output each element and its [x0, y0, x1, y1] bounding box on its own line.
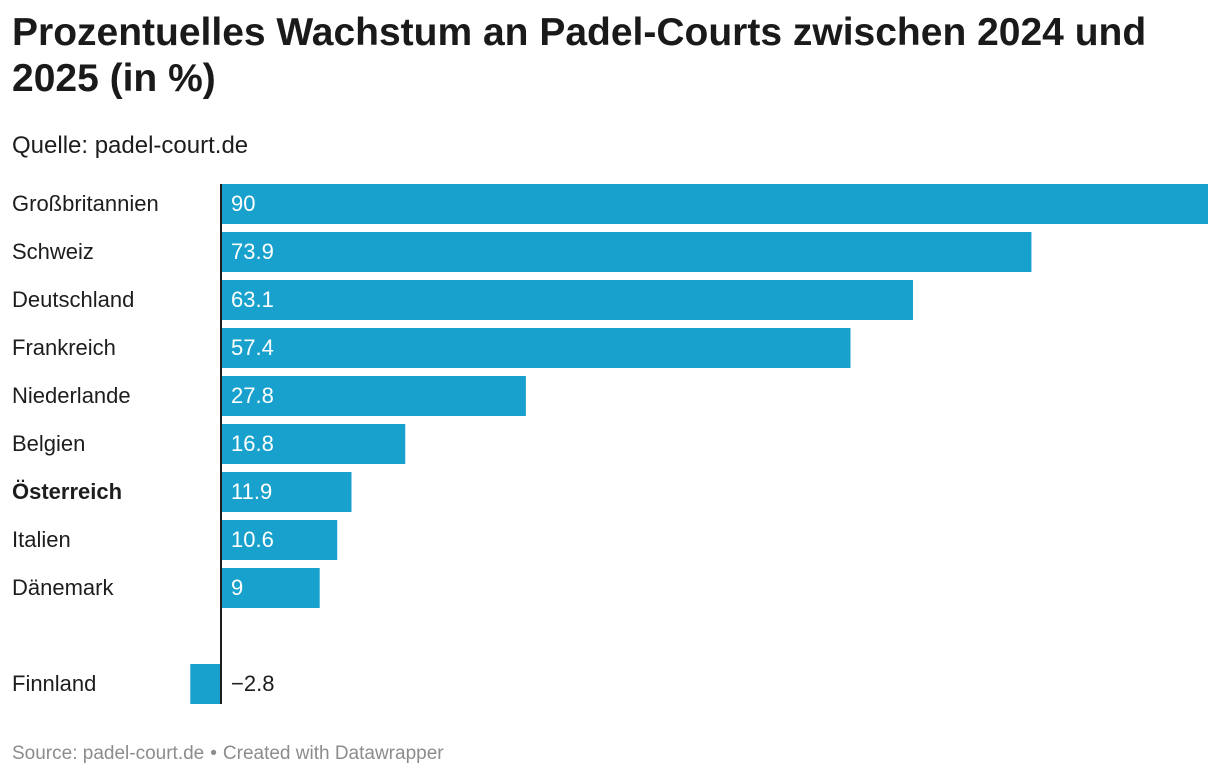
bar	[221, 520, 338, 560]
value-label: −2.8	[231, 671, 274, 696]
bar	[221, 472, 352, 512]
value-label: 90	[231, 191, 255, 216]
category-label: Schweiz	[12, 239, 94, 264]
category-label: Italien	[12, 527, 71, 552]
value-label: 73.9	[231, 239, 274, 264]
category-label: Frankreich	[12, 335, 116, 360]
category-label: Österreich	[12, 479, 122, 504]
footer-source[interactable]: Source: padel-court.de	[12, 743, 205, 764]
bar	[221, 184, 1208, 224]
value-label: 63.1	[231, 287, 274, 312]
value-label: 9	[231, 575, 243, 600]
value-label: 11.9	[231, 479, 272, 504]
chart-title: Prozentuelles Wachstum an Padel-Courts z…	[12, 11, 1147, 100]
category-label: Großbritannien	[12, 191, 159, 216]
chart-subtitle: Quelle: padel-court.de	[12, 132, 249, 159]
bar	[221, 328, 851, 368]
bar	[221, 568, 320, 608]
value-label: 10.6	[231, 527, 274, 552]
category-label: Niederlande	[12, 383, 131, 408]
bar-chart: Großbritannien 90 Schweiz 73.9 Deutschland 63…	[12, 184, 1208, 704]
bar	[221, 376, 526, 416]
value-label: 57.4	[231, 335, 274, 360]
chart-footer: Source: padel-court.de • Created with Data…	[12, 743, 444, 765]
value-label: 16.8	[231, 431, 274, 456]
value-label: 27.8	[231, 383, 274, 408]
category-label: Dänemark	[12, 575, 114, 600]
category-label: Belgien	[12, 431, 85, 456]
bar	[221, 280, 913, 320]
footer-credit[interactable]: Created with Datawrapper	[222, 743, 444, 764]
bar	[221, 424, 406, 464]
bar	[221, 232, 1032, 272]
footer-separator: •	[210, 743, 217, 764]
category-label: Finnland	[12, 671, 96, 696]
bar	[190, 664, 221, 704]
category-label: Deutschland	[12, 287, 134, 312]
